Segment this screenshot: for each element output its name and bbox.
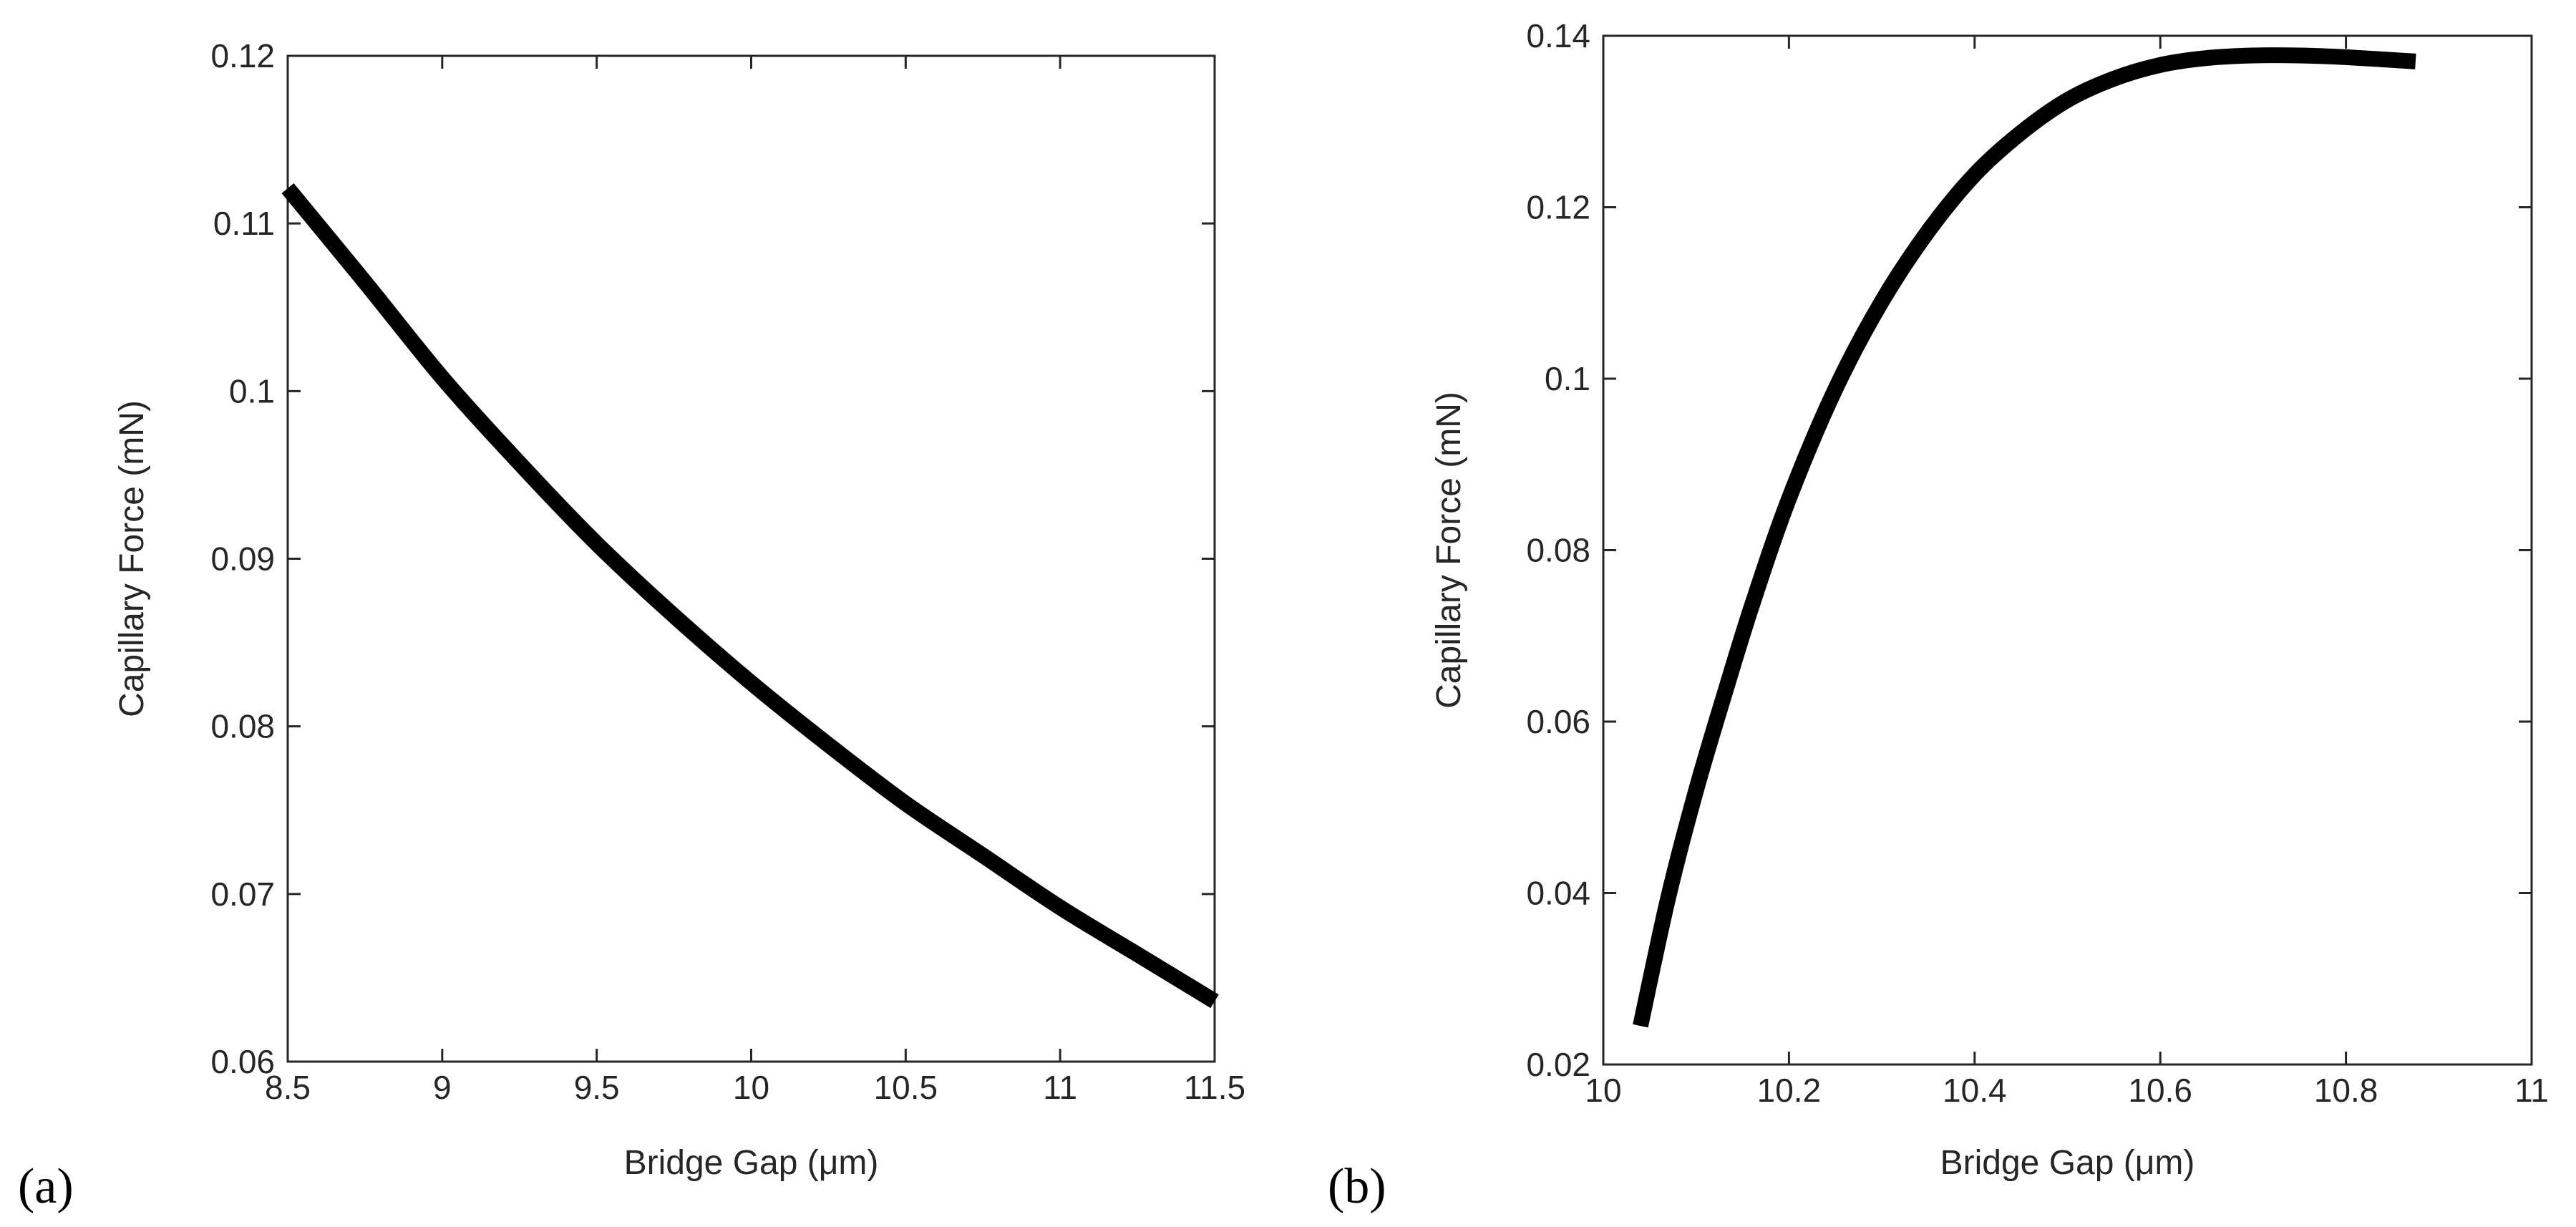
- y-tick-label: 0.08: [210, 708, 275, 745]
- y-tick-labels-b: 0.02 0.04 0.06 0.08 0.1 0.12 0.14: [1526, 17, 1590, 1083]
- y-tick-label: 0.06: [1526, 703, 1590, 740]
- y-tick-label: 0.1: [229, 372, 275, 409]
- y-tick-label: 0.12: [1526, 189, 1590, 226]
- x-tick-label: 9.5: [574, 1069, 620, 1106]
- x-tick-label: 10.6: [2128, 1072, 2192, 1109]
- x-axis-label-a: Bridge Gap (μm): [624, 1144, 879, 1182]
- plot-frame-a: [286, 54, 1216, 1063]
- y-axis-label-b: Capillary Force (mN): [1430, 392, 1468, 709]
- x-tick-labels-b: 10 10.2 10.4 10.6 10.8 11: [1585, 1072, 2548, 1109]
- panel-label-a: (a): [18, 1159, 74, 1214]
- data-line-a: [281, 183, 1219, 1009]
- panel-b: 10 10.2 10.4 10.6 10.8 11 0.02 0.04 0.06 0.08 0.1…: [1328, 17, 2549, 1214]
- x-tick-label: 8.5: [265, 1069, 311, 1106]
- y-tick-label: 0.06: [210, 1043, 275, 1080]
- x-tick-label: 10.4: [1943, 1072, 2007, 1109]
- y-tick-label: 0.07: [210, 876, 275, 913]
- x-tick-label: 9: [433, 1069, 452, 1106]
- x-tick-label: 10: [1585, 1072, 1621, 1109]
- y-tick-label: 0.11: [213, 205, 275, 242]
- x-tick-label: 11: [1043, 1069, 1077, 1106]
- x-axis-label-b: Bridge Gap (μm): [1940, 1144, 2195, 1182]
- x-tick-label: 10.2: [1757, 1072, 1822, 1109]
- x-tick-label: 11.5: [1184, 1069, 1245, 1106]
- data-line-b: [1633, 47, 2416, 1028]
- y-tick-label: 0.08: [1526, 532, 1590, 569]
- y-tick-label: 0.14: [1526, 17, 1590, 54]
- panel-a: 8.5 9 9.5 10 10.5 11 11.5 0.060.070.080.090.10…: [18, 37, 1245, 1214]
- panel-label-b: (b): [1328, 1159, 1386, 1214]
- y-tick-label: 0.04: [1526, 875, 1590, 912]
- x-tick-label: 10.5: [874, 1069, 938, 1106]
- tick-marks-b: [1602, 34, 2533, 1066]
- y-tick-labels-a: 0.06 0.07 0.08 0.09 0.1 0.11 0.12: [210, 37, 275, 1080]
- plot-frame-b: [1602, 34, 2533, 1066]
- y-tick-label: 0.1: [1545, 360, 1590, 397]
- x-tick-label: 11: [2514, 1072, 2549, 1109]
- y-tick-label: 0.02: [1526, 1046, 1590, 1083]
- y-tick-label: 0.12: [210, 37, 275, 74]
- y-axis-label-a: Capillary Force (mN): [113, 400, 151, 717]
- x-tick-label: 10: [733, 1069, 769, 1106]
- x-tick-label: 10.8: [2314, 1072, 2378, 1109]
- y-tick-label: 0.09: [210, 540, 275, 578]
- x-tick-labels-a: 8.5 9 9.5 10 10.5 11 11.5: [265, 1069, 1245, 1106]
- tick-marks-a: [286, 54, 1216, 1063]
